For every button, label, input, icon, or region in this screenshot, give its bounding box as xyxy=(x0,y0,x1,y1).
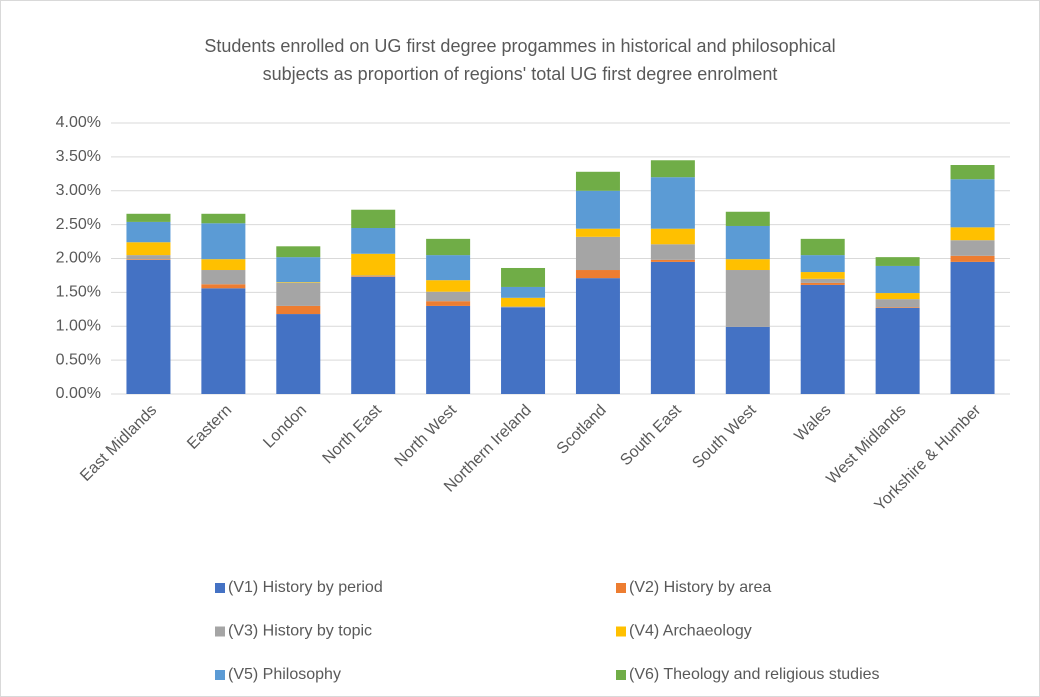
bar-segment xyxy=(351,253,396,276)
legend-swatch xyxy=(215,626,225,637)
bar-segment xyxy=(126,221,171,243)
y-tick-label: 1.00% xyxy=(56,317,101,334)
bar-segment xyxy=(426,238,471,256)
legend-label: (V3) History by topic xyxy=(228,623,372,640)
bar-segment xyxy=(276,314,321,394)
legend-label: (V5) Philosophy xyxy=(228,666,341,683)
bar-segment xyxy=(351,276,396,394)
bar-segment xyxy=(351,275,396,277)
bar-segment xyxy=(276,282,321,283)
bar-segment xyxy=(126,259,171,394)
bar-segment xyxy=(725,211,770,226)
bar-segment xyxy=(201,213,246,224)
bar-segment xyxy=(426,291,471,302)
bar-segment xyxy=(126,259,171,260)
bar-segment xyxy=(276,305,321,315)
bar-segment xyxy=(650,160,695,178)
bar-segment xyxy=(950,227,995,241)
bar-segment xyxy=(650,228,695,245)
legend-swatch xyxy=(215,583,225,593)
bar-segment xyxy=(725,225,770,260)
bar-segment xyxy=(875,307,920,394)
chart-title: subjects as proportion of regions' total… xyxy=(263,64,778,84)
bar-segment xyxy=(126,255,171,260)
y-tick-label: 1.50% xyxy=(56,284,101,301)
bar-segment xyxy=(950,165,995,180)
bar-segment xyxy=(950,255,995,262)
bar-segment xyxy=(800,284,845,394)
bar-segment xyxy=(426,301,471,306)
bar-segment xyxy=(800,255,845,273)
y-tick-label: 0.50% xyxy=(56,351,101,368)
bar-segment xyxy=(800,278,845,283)
bar-segment xyxy=(201,288,246,394)
bar-segment xyxy=(875,293,920,300)
bar-segment xyxy=(575,171,620,191)
bar-segment xyxy=(501,286,546,298)
bar-segment xyxy=(276,246,321,258)
y-tick-label: 3.50% xyxy=(56,148,101,165)
bar-segment xyxy=(650,261,695,394)
bar-segment xyxy=(351,228,396,254)
y-tick-label: 2.50% xyxy=(56,216,101,233)
bar-segment xyxy=(650,177,695,229)
bar-segment xyxy=(201,223,246,260)
bar-segment xyxy=(126,213,171,222)
bar-segment xyxy=(725,270,770,327)
bar-segment xyxy=(501,267,546,287)
bar-segment xyxy=(501,307,546,394)
bar-segment xyxy=(800,282,845,285)
legend-swatch xyxy=(215,670,225,680)
bar-segment xyxy=(875,299,920,308)
legend-swatch xyxy=(616,626,626,637)
bar-segment xyxy=(351,276,396,277)
y-tick-label: 4.00% xyxy=(56,114,101,131)
legend-label: (V1) History by period xyxy=(228,579,383,596)
bar-segment xyxy=(875,307,920,308)
bar-segment xyxy=(575,236,620,271)
bar-segment xyxy=(426,255,471,281)
legend-swatch xyxy=(616,670,626,680)
bar-segment xyxy=(575,190,620,229)
bar-segment xyxy=(950,240,995,256)
legend-label: (V4) Archaeology xyxy=(629,623,752,640)
y-tick-label: 3.00% xyxy=(56,182,101,199)
bar-segment xyxy=(575,270,620,279)
bar-segment xyxy=(650,259,695,262)
bar-segment xyxy=(800,238,845,256)
bar-segment xyxy=(426,305,471,394)
bar-segment xyxy=(725,326,770,394)
bar-segment xyxy=(126,242,171,256)
bar-segment xyxy=(650,244,695,260)
bar-segment xyxy=(725,259,770,271)
bar-segment xyxy=(501,297,546,307)
bar-segment xyxy=(800,272,845,279)
bar-segment xyxy=(426,280,471,292)
bar-segment xyxy=(950,179,995,228)
y-tick-label: 2.00% xyxy=(56,250,101,267)
bar-segment xyxy=(501,306,546,308)
y-tick-label: 0.00% xyxy=(56,385,101,402)
legend-swatch xyxy=(616,583,626,593)
bar-segment xyxy=(950,261,995,394)
bar-segment xyxy=(276,257,321,283)
bar-segment xyxy=(875,265,920,294)
bar-segment xyxy=(201,259,246,271)
chart-title: Students enrolled on UG first degree pro… xyxy=(204,36,835,56)
bar-segment xyxy=(201,270,246,285)
legend-label: (V2) History by area xyxy=(629,579,771,596)
bar-segment xyxy=(575,278,620,394)
bar-segment xyxy=(201,284,246,289)
legend-label: (V6) Theology and religious studies xyxy=(629,666,880,683)
bar-segment xyxy=(875,257,920,266)
bar-segment xyxy=(575,228,620,237)
bar-segment xyxy=(351,209,396,229)
bar-segment xyxy=(276,282,321,306)
